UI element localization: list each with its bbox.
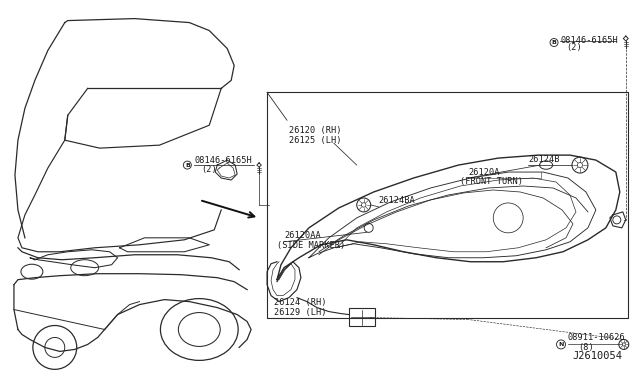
Text: 26120A: 26120A xyxy=(468,168,500,177)
Text: (2): (2) xyxy=(566,44,582,52)
Text: N: N xyxy=(558,342,564,347)
Bar xyxy=(349,308,374,326)
Text: 26124 (RH): 26124 (RH) xyxy=(274,298,326,307)
Text: (2): (2) xyxy=(202,165,217,174)
Text: 26129 (LH): 26129 (LH) xyxy=(274,308,326,317)
Text: 26124BA: 26124BA xyxy=(379,196,415,205)
Text: 08911-10626: 08911-10626 xyxy=(568,333,626,343)
Text: 26120AA: 26120AA xyxy=(284,231,321,240)
Text: 08146-6165H: 08146-6165H xyxy=(195,156,252,165)
Text: B: B xyxy=(552,40,557,45)
Text: (8): (8) xyxy=(578,343,594,352)
Text: (FRONT TURN): (FRONT TURN) xyxy=(460,177,524,186)
Text: 26125 (LH): 26125 (LH) xyxy=(289,136,342,145)
Text: B: B xyxy=(185,163,190,167)
Text: (SIDE MARKER): (SIDE MARKER) xyxy=(277,241,345,250)
Text: 26120 (RH): 26120 (RH) xyxy=(289,126,342,135)
Text: 08146-6165H: 08146-6165H xyxy=(560,36,618,45)
Text: J2610054: J2610054 xyxy=(572,352,622,361)
Text: 26124B: 26124B xyxy=(528,155,559,164)
